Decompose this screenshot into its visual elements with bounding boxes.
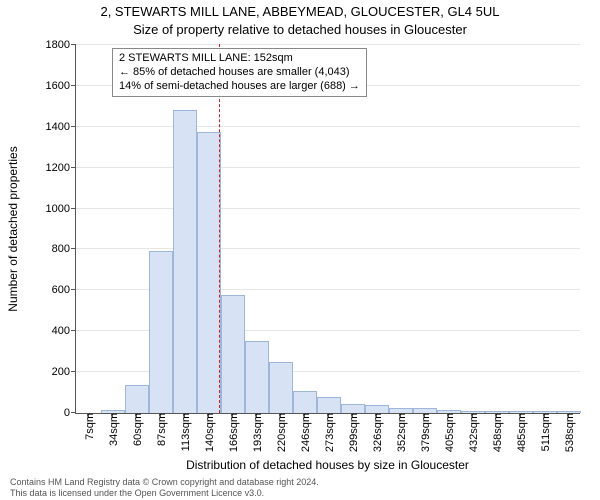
x-tick-label: 273sqm <box>320 413 336 452</box>
gridline <box>76 208 580 209</box>
histogram-bar <box>365 405 388 413</box>
y-tick-label: 1000 <box>46 203 76 215</box>
x-tick-label: 432sqm <box>464 413 480 452</box>
histogram-bar <box>221 295 244 413</box>
y-tick-label: 1200 <box>46 162 76 174</box>
x-tick-label: 220sqm <box>272 413 288 452</box>
y-tick-label: 400 <box>52 325 76 337</box>
histogram-bar <box>173 110 196 413</box>
y-tick-label: 1600 <box>46 80 76 92</box>
x-tick-label: 193sqm <box>248 413 264 452</box>
histogram-bar <box>245 341 268 413</box>
x-tick-label: 538sqm <box>560 413 576 452</box>
x-tick-label: 87sqm <box>152 413 168 446</box>
x-tick-label: 511sqm <box>536 413 552 451</box>
credits-line-2: This data is licensed under the Open Gov… <box>10 488 590 498</box>
x-tick-label: 113sqm <box>176 413 192 451</box>
gridline <box>76 44 580 45</box>
x-tick-label: 140sqm <box>200 413 216 452</box>
y-tick-label: 0 <box>64 407 76 419</box>
x-axis-label: Distribution of detached houses by size … <box>75 458 580 472</box>
x-tick-label: 34sqm <box>104 413 120 446</box>
x-tick-label: 379sqm <box>416 413 432 452</box>
credits: Contains HM Land Registry data © Crown c… <box>10 477 590 498</box>
histogram-bar <box>317 397 340 413</box>
chart-root: 2, STEWARTS MILL LANE, ABBEYMEAD, GLOUCE… <box>0 0 600 500</box>
annotation-line-1: 2 STEWARTS MILL LANE: 152sqm <box>119 52 360 66</box>
histogram-bar <box>149 251 172 414</box>
x-tick-label: 7sqm <box>80 413 96 440</box>
histogram-bar <box>293 391 316 413</box>
histogram-bar <box>197 132 220 413</box>
gridline <box>76 126 580 127</box>
x-tick-label: 326sqm <box>368 413 384 452</box>
annotation-line-2: ← 85% of detached houses are smaller (4,… <box>119 66 360 80</box>
y-tick-label: 600 <box>52 284 76 296</box>
reference-line <box>219 44 220 413</box>
chart-title-sub: Size of property relative to detached ho… <box>0 22 600 37</box>
chart-title-main: 2, STEWARTS MILL LANE, ABBEYMEAD, GLOUCE… <box>0 4 600 19</box>
x-tick-label: 458sqm <box>488 413 504 452</box>
x-tick-label: 166sqm <box>224 413 240 452</box>
x-tick-label: 405sqm <box>440 413 456 452</box>
credits-line-1: Contains HM Land Registry data © Crown c… <box>10 477 590 487</box>
histogram-bar <box>125 385 148 413</box>
y-tick-label: 200 <box>52 366 76 378</box>
x-tick-label: 246sqm <box>296 413 312 452</box>
x-tick-label: 299sqm <box>344 413 360 452</box>
annotation-box: 2 STEWARTS MILL LANE: 152sqm ← 85% of de… <box>112 48 367 97</box>
x-tick-label: 60sqm <box>128 413 144 446</box>
gridline <box>76 248 580 249</box>
x-tick-label: 352sqm <box>392 413 408 452</box>
plot-area: 0200400600800100012001400160018007sqm34s… <box>75 44 580 414</box>
x-tick-label: 485sqm <box>512 413 528 452</box>
y-tick-label: 800 <box>52 243 76 255</box>
histogram-bar <box>269 362 292 413</box>
y-tick-label: 1800 <box>46 39 76 51</box>
annotation-line-3: 14% of semi-detached houses are larger (… <box>119 80 360 94</box>
histogram-bar <box>341 404 364 413</box>
y-tick-label: 1400 <box>46 121 76 133</box>
y-axis-label: Number of detached properties <box>6 44 20 414</box>
gridline <box>76 167 580 168</box>
